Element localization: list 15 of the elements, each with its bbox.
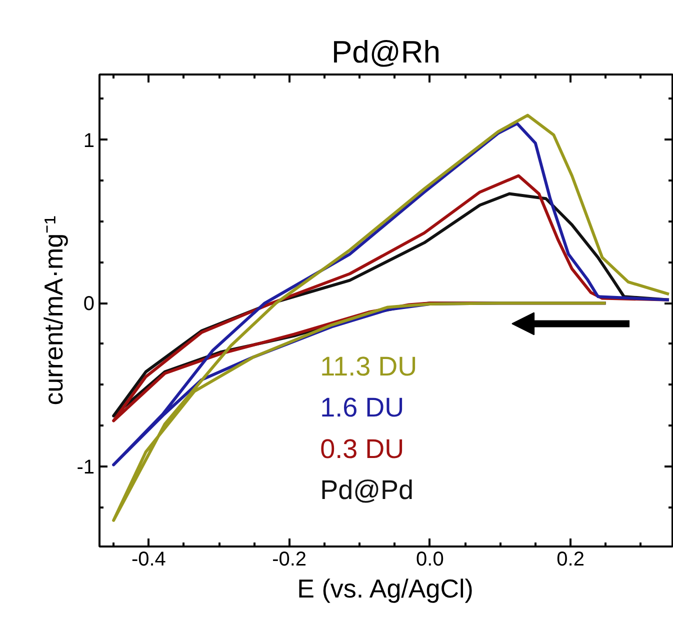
text: 1.6 DU bbox=[320, 392, 404, 423]
text: Pd@Pd bbox=[320, 474, 414, 505]
x-tick-label: 0.2 bbox=[556, 548, 584, 570]
y-axis-title: current/mA·mg⁻¹ bbox=[38, 215, 69, 406]
y-tick-label: -1 bbox=[76, 456, 95, 478]
x-tick-label: -0.4 bbox=[131, 548, 166, 570]
y-tick-label: 0 bbox=[83, 293, 94, 316]
line-series bbox=[112, 114, 670, 522]
x-axis-title: E (vs. Ag/AgCl) bbox=[297, 574, 474, 604]
series-label: 11.3 DU bbox=[320, 352, 418, 382]
text: 0.3 DU bbox=[320, 434, 404, 464]
x-tick-label: 0.0 bbox=[416, 548, 444, 570]
chart-title: Pd@Rh bbox=[331, 34, 441, 70]
x-tick-label: -0.2 bbox=[272, 548, 307, 570]
y-tick-label: 1 bbox=[83, 130, 94, 152]
